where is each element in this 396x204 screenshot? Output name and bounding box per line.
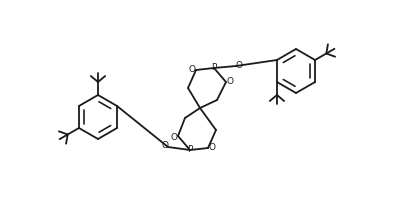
Text: P: P	[187, 145, 193, 154]
Text: O: O	[236, 61, 242, 71]
Text: P: P	[211, 63, 217, 72]
Text: O: O	[209, 143, 215, 153]
Text: O: O	[188, 65, 196, 74]
Text: O: O	[162, 142, 169, 151]
Text: O: O	[227, 76, 234, 85]
Text: O: O	[171, 133, 177, 142]
